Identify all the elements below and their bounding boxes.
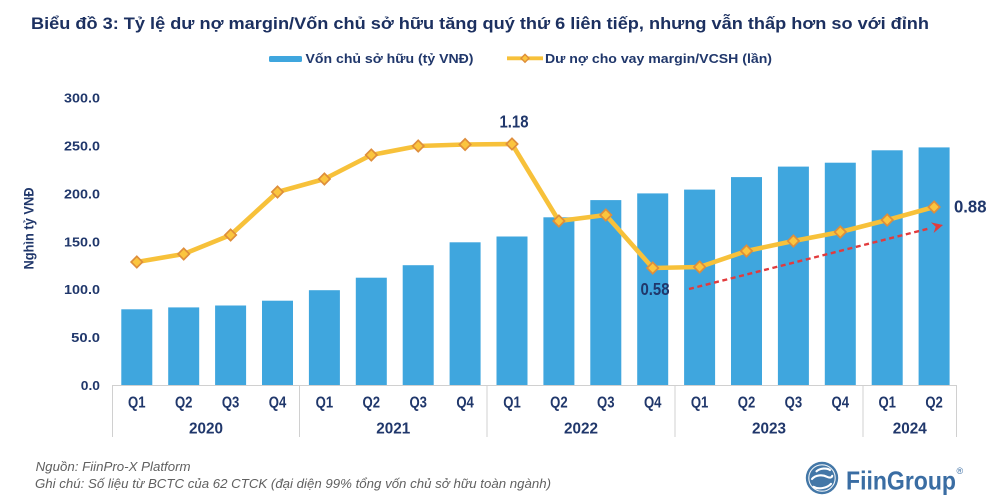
svg-text:®: ®	[957, 466, 964, 476]
svg-text:0.88: 0.88	[954, 197, 987, 217]
svg-text:Q3: Q3	[597, 395, 615, 412]
svg-text:Q4: Q4	[644, 395, 662, 412]
svg-text:Q1: Q1	[128, 395, 146, 412]
svg-text:Q3: Q3	[409, 395, 427, 412]
svg-text:FiinGroup: FiinGroup	[846, 466, 956, 496]
svg-text:150.0: 150.0	[64, 234, 100, 249]
svg-text:Q1: Q1	[316, 395, 334, 412]
svg-text:0.58: 0.58	[641, 279, 670, 299]
svg-text:2023: 2023	[752, 421, 786, 438]
svg-text:Q2: Q2	[550, 395, 568, 412]
svg-text:Q4: Q4	[456, 395, 474, 412]
svg-text:Q3: Q3	[785, 395, 803, 412]
svg-text:Q3: Q3	[222, 395, 240, 412]
svg-text:Q4: Q4	[269, 395, 287, 412]
svg-text:250.0: 250.0	[64, 139, 100, 154]
svg-text:2021: 2021	[376, 421, 410, 438]
svg-text:2024: 2024	[893, 421, 927, 438]
svg-text:Q1: Q1	[503, 395, 521, 412]
svg-text:Biểu đồ 3: Tỷ lệ dư nợ margin/: Biểu đồ 3: Tỷ lệ dư nợ margin/Vốn chủ sở…	[31, 14, 929, 33]
svg-text:Nguồn: FiinPro-X Platform: Nguồn: FiinPro-X Platform	[36, 459, 191, 474]
svg-text:Q2: Q2	[363, 395, 381, 412]
svg-text:Q4: Q4	[832, 395, 850, 412]
svg-text:0.0: 0.0	[81, 378, 100, 393]
svg-text:Dư nợ cho vay margin/VCSH (lần: Dư nợ cho vay margin/VCSH (lần)	[545, 51, 772, 66]
svg-text:Q1: Q1	[691, 395, 709, 412]
svg-text:300.0: 300.0	[64, 91, 100, 106]
svg-text:Q1: Q1	[878, 395, 896, 412]
svg-text:2020: 2020	[189, 421, 223, 438]
svg-text:Ghi chú: Số liệu từ BCTC của 6: Ghi chú: Số liệu từ BCTC của 62 CTCK (đạ…	[35, 476, 551, 491]
svg-text:200.0: 200.0	[64, 186, 100, 201]
svg-text:1.18: 1.18	[500, 112, 529, 132]
svg-text:Q2: Q2	[738, 395, 756, 412]
svg-text:Q2: Q2	[925, 395, 943, 412]
svg-text:50.0: 50.0	[71, 330, 100, 345]
svg-text:Q2: Q2	[175, 395, 193, 412]
svg-text:Nghìn tỷ VNĐ: Nghìn tỷ VNĐ	[22, 187, 37, 269]
svg-text:100.0: 100.0	[64, 282, 100, 297]
svg-text:2022: 2022	[564, 421, 598, 438]
svg-text:Vốn chủ sở hữu (tỷ VNĐ): Vốn chủ sở hữu (tỷ VNĐ)	[306, 51, 474, 66]
